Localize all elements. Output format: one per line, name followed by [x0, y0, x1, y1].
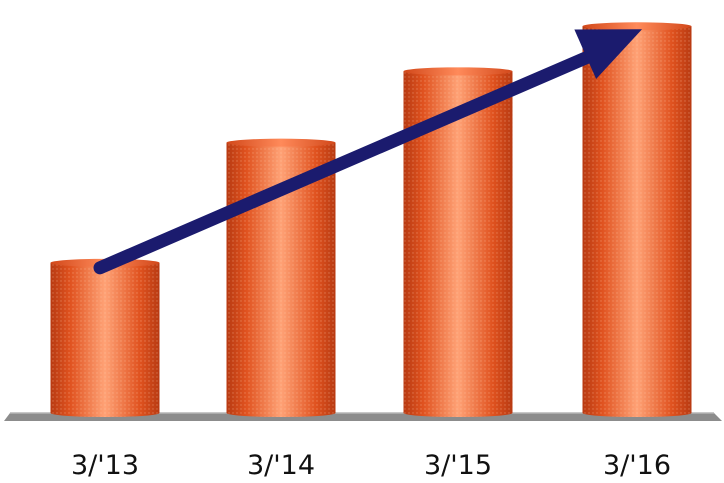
bar-1	[50, 258, 160, 417]
bar-top	[582, 22, 692, 31]
bar-2	[226, 138, 336, 417]
bar-top	[226, 138, 336, 147]
baseline-floor	[4, 413, 722, 421]
x-tick-label: 3/'14	[247, 450, 315, 481]
bar-top	[403, 67, 513, 76]
trend-arrow-head	[574, 29, 642, 79]
bar-4	[582, 22, 692, 417]
bar-texture	[50, 262, 160, 417]
bar-3	[403, 67, 513, 417]
x-tick-label: 3/'13	[71, 450, 139, 481]
x-tick-label: 3/'15	[424, 450, 492, 481]
bar-texture	[582, 26, 692, 417]
trend-arrow	[93, 41, 615, 275]
bar-texture	[403, 71, 513, 417]
bar-texture	[226, 142, 336, 417]
x-tick-label: 3/'16	[603, 450, 671, 481]
